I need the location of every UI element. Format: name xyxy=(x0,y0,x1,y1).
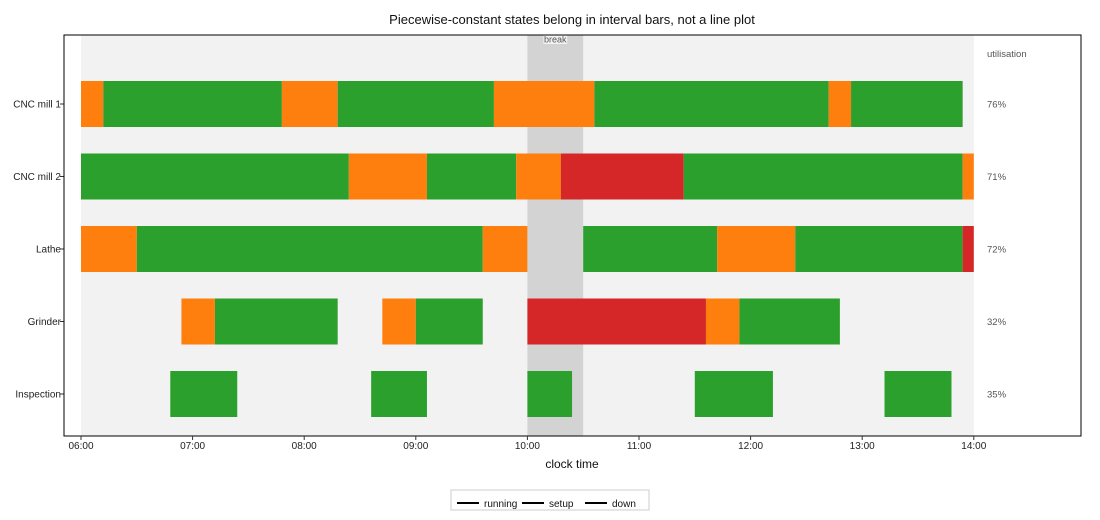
legend: running setup down xyxy=(450,489,650,511)
utilisation-value: 32% xyxy=(987,317,1007,328)
y-tick-label: Inspection xyxy=(15,390,61,401)
utilisation-value: 71% xyxy=(987,172,1007,183)
segment-setup xyxy=(493,81,595,127)
x-tick-label: 06:00 xyxy=(68,441,93,452)
segment-running xyxy=(103,81,282,127)
segment-setup xyxy=(962,153,974,200)
segment-setup xyxy=(717,226,796,272)
y-tick-label: CNC mill 1 xyxy=(13,100,61,111)
x-tick-label: 07:00 xyxy=(180,441,205,452)
x-tick-label: 08:00 xyxy=(292,441,317,452)
legend-label-down: down xyxy=(612,499,636,510)
segment-running xyxy=(136,226,483,272)
segment-running xyxy=(884,371,952,417)
legend-label-running: running xyxy=(484,499,517,510)
segment-running xyxy=(214,298,338,345)
segment-down xyxy=(962,226,974,272)
segment-setup xyxy=(382,298,416,345)
segment-running xyxy=(371,371,427,417)
break-label-box xyxy=(543,35,568,44)
x-tick-label: 11:00 xyxy=(627,441,652,452)
y-tick-label: Lathe xyxy=(36,245,61,256)
segment-setup xyxy=(482,226,528,272)
break-label: break xyxy=(544,35,567,45)
x-tick-label: 09:00 xyxy=(403,441,428,452)
segment-running xyxy=(851,81,963,127)
x-tick-label: 10:00 xyxy=(515,441,540,452)
plot-area: break CNC mill 1 76% CNC mill 2 71% Lathe 72% G… xyxy=(13,34,1082,452)
segment-running xyxy=(81,153,349,200)
segment-running xyxy=(795,226,963,272)
x-tick-label: 14:00 xyxy=(961,441,986,452)
segment-running xyxy=(426,153,517,200)
segment-running xyxy=(594,81,829,127)
segment-running xyxy=(170,371,238,417)
plot-frame xyxy=(63,34,1082,437)
segment-running xyxy=(739,298,840,345)
segment-setup xyxy=(81,226,137,272)
segment-setup xyxy=(181,298,215,345)
utilisation-value: 76% xyxy=(987,100,1007,111)
segment-setup xyxy=(348,153,427,200)
chart-title: Piecewise-constant states belong in inte… xyxy=(389,12,755,27)
segment-down xyxy=(527,298,706,345)
segment-down xyxy=(560,153,684,200)
x-axis-label: clock time xyxy=(545,457,599,471)
segment-running xyxy=(415,298,483,345)
y-tick-label: Grinder xyxy=(28,317,62,328)
segment-setup xyxy=(281,81,338,127)
legend-label-setup: setup xyxy=(549,499,574,510)
segment-setup xyxy=(516,153,561,200)
segment-running xyxy=(337,81,494,127)
y-tick-label: CNC mill 2 xyxy=(13,172,61,183)
segment-setup xyxy=(705,298,740,345)
segment-running xyxy=(683,153,963,200)
utilisation-value: 35% xyxy=(987,390,1007,401)
segment-setup xyxy=(81,81,104,127)
utilisation-value: 72% xyxy=(987,245,1007,256)
segment-setup xyxy=(828,81,852,127)
segment-running xyxy=(583,226,718,272)
legend-box xyxy=(450,489,650,511)
x-tick-label: 13:00 xyxy=(850,441,875,452)
utilisation-header: utilisation xyxy=(987,49,1027,60)
segment-running xyxy=(527,371,573,417)
x-tick-label: 12:00 xyxy=(738,441,763,452)
segment-running xyxy=(694,371,773,417)
